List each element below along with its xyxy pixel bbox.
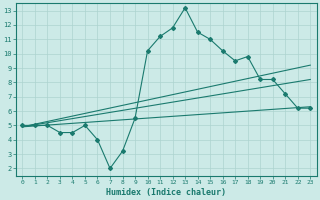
X-axis label: Humidex (Indice chaleur): Humidex (Indice chaleur) bbox=[106, 188, 226, 197]
